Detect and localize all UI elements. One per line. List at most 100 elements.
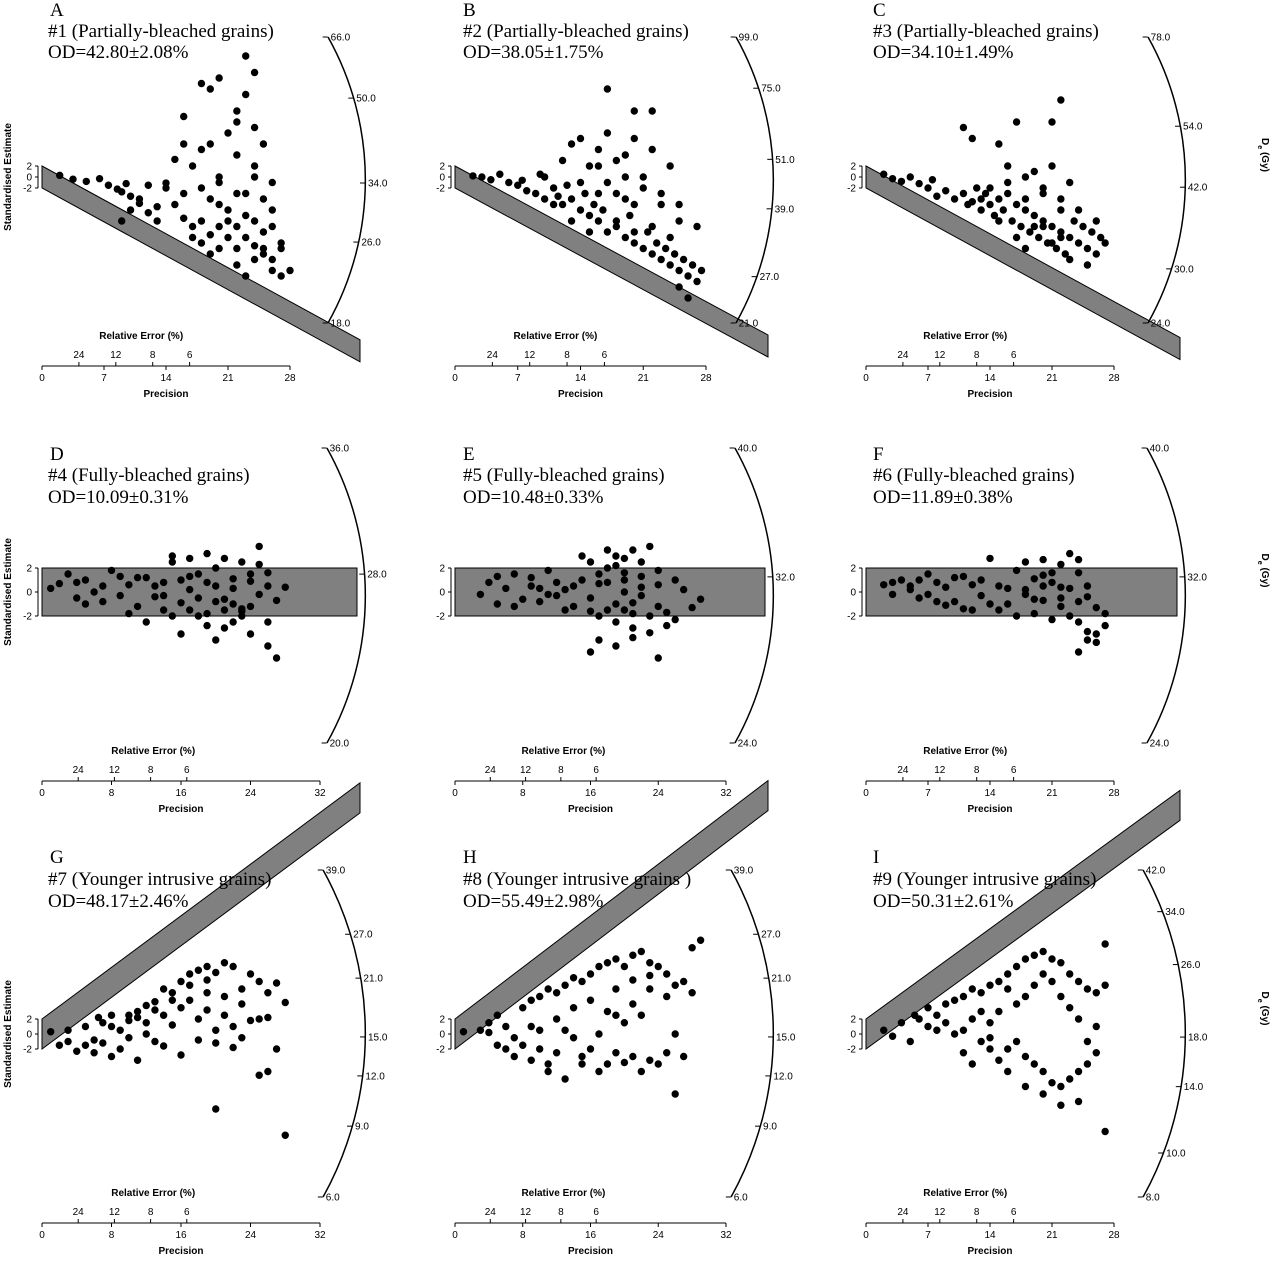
data-point [125, 1016, 133, 1025]
data-point [177, 1004, 185, 1012]
data-point [671, 615, 679, 624]
data-point [242, 211, 250, 220]
data-point [1048, 615, 1056, 624]
standardised-tick-label: -2 [436, 1045, 445, 1056]
relative-error-tick-label: 24 [485, 765, 497, 776]
data-point [151, 1006, 159, 1014]
panel-letter: A [50, 0, 64, 21]
data-point [637, 591, 646, 600]
data-point [188, 233, 197, 242]
overdispersion-label: OD=55.49±2.98% [463, 891, 604, 912]
data-point [220, 1011, 229, 1019]
data-point [959, 572, 968, 581]
data-point [1092, 1049, 1100, 1057]
data-point [1088, 228, 1096, 236]
data-point [897, 1019, 906, 1027]
data-point [1101, 609, 1109, 618]
data-point [1008, 217, 1016, 225]
data-point [188, 162, 197, 170]
data-point [485, 1028, 493, 1037]
de-tick-label: 21.0 [771, 974, 791, 985]
data-point [233, 118, 241, 126]
data-point [968, 134, 976, 143]
data-point [281, 583, 289, 591]
de-tick-label: 20.0 [330, 739, 350, 750]
data-point [1066, 255, 1074, 264]
data-point [203, 1006, 211, 1014]
data-point [281, 1131, 289, 1139]
panel-title: #9 (Younger intrusive grains) [873, 869, 1096, 890]
de-tick-label: 50.0 [356, 94, 376, 105]
data-point [621, 233, 630, 242]
precision-tick-label: 16 [585, 788, 597, 799]
data-point [203, 549, 211, 558]
data-point [1066, 970, 1074, 978]
data-point [1092, 638, 1100, 647]
data-point [55, 579, 64, 588]
relative-error-tick-label: 8 [148, 765, 154, 776]
standardised-tick-label: 2 [26, 1015, 32, 1026]
data-point [637, 1067, 646, 1076]
data-point [688, 944, 696, 952]
data-point [585, 228, 594, 236]
data-point [646, 612, 654, 620]
data-point [666, 162, 674, 170]
data-point [1097, 233, 1105, 242]
data-point [594, 189, 603, 198]
data-point [159, 985, 168, 993]
data-point [259, 244, 268, 253]
data-point [567, 140, 576, 148]
de-axis-title: De (Gy) [1257, 554, 1271, 588]
data-point [502, 1022, 510, 1031]
precision-tick-label: 24 [653, 788, 665, 799]
data-point [688, 261, 697, 269]
de-arc-axis [735, 36, 775, 324]
data-point [612, 642, 620, 650]
data-point [595, 1030, 603, 1038]
data-point [684, 272, 692, 280]
data-point [630, 200, 638, 209]
de-tick-label: 40.0 [738, 444, 758, 455]
data-point [168, 612, 177, 620]
precision-tick-label: 28 [1108, 1230, 1120, 1241]
data-point [1039, 222, 1047, 231]
data-point [603, 129, 612, 137]
data-point [968, 581, 976, 589]
data-point [55, 1041, 64, 1049]
data-point [1048, 569, 1056, 577]
data-point [1004, 178, 1012, 187]
data-point [229, 1022, 237, 1031]
data-point [1039, 1090, 1047, 1098]
de-axis-title-subscript: e [1257, 145, 1264, 149]
data-point [1101, 981, 1109, 989]
precision-tick-label: 32 [314, 1230, 326, 1241]
data-point [171, 200, 179, 209]
data-point [69, 175, 77, 183]
data-point [1092, 250, 1100, 258]
precision-tick-label: 14 [160, 373, 172, 384]
data-point [264, 1013, 272, 1022]
data-point [1074, 555, 1083, 564]
data-point [629, 624, 637, 632]
data-point [1074, 1015, 1083, 1023]
data-point [620, 606, 629, 614]
data-point [663, 992, 671, 1001]
data-point [657, 255, 665, 264]
data-point [1057, 228, 1065, 236]
data-point [1061, 250, 1069, 258]
de-tick-label: 10.0 [1166, 1148, 1186, 1159]
data-point [995, 140, 1003, 148]
data-point [242, 90, 250, 99]
de-tick-label: 27.0 [353, 930, 373, 941]
data-point [621, 173, 630, 181]
data-point [476, 1026, 485, 1034]
data-point [250, 173, 259, 181]
data-point [514, 181, 522, 189]
relative-error-tick-label: 6 [1011, 1207, 1017, 1218]
data-point [264, 618, 272, 626]
precision-tick-label: 16 [175, 788, 187, 799]
data-point [64, 1037, 72, 1046]
overdispersion-label: OD=50.31±2.61% [873, 891, 1014, 912]
data-point [612, 561, 620, 570]
data-point [224, 233, 232, 242]
